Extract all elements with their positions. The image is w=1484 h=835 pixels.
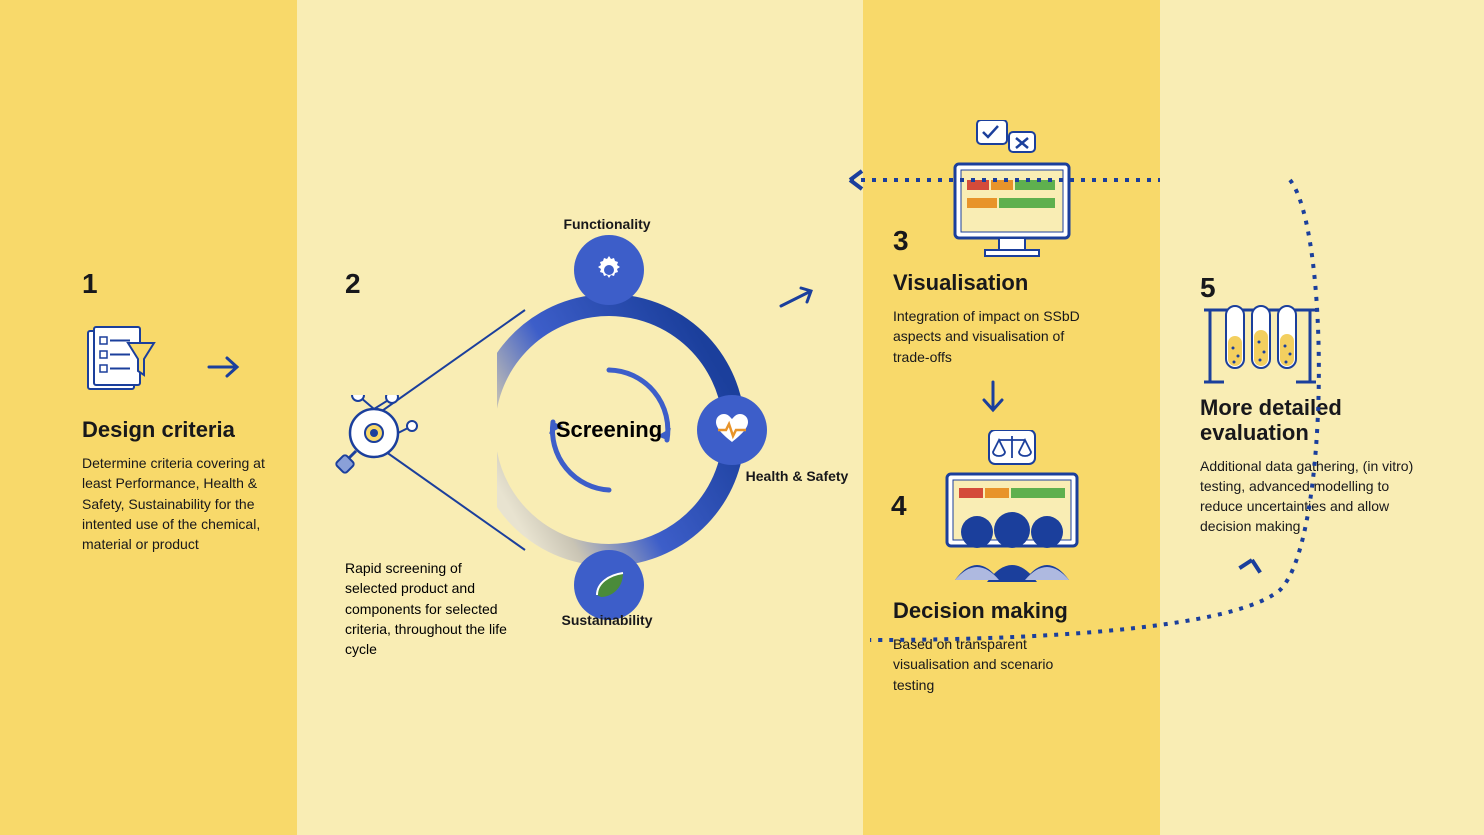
health-safety-label: Health & Safety — [737, 468, 857, 484]
sustainability-badge-icon — [574, 550, 644, 620]
doc-filter-icon — [82, 325, 160, 408]
column-step1: 1 Design criteria Determine criteria cov… — [0, 0, 297, 835]
sustainability-label: Sustainability — [557, 612, 657, 628]
step2-desc: Rapid screening of selected product and … — [345, 558, 515, 659]
column-step5: 5 More detailed evaluation Addition — [1160, 0, 1484, 835]
functionality-badge-icon — [574, 235, 644, 305]
screening-ring: Screening — [497, 210, 867, 635]
step1-number: 1 — [82, 268, 98, 300]
magnifier-molecule-icon — [332, 395, 422, 490]
step1-desc: Determine criteria covering at least Per… — [82, 453, 272, 554]
feedback-arrow-loop-icon — [860, 170, 1330, 650]
step1-title: Design criteria — [82, 417, 272, 443]
functionality-label: Functionality — [557, 216, 657, 232]
step1-text: Design criteria Determine criteria cover… — [82, 417, 272, 554]
arrow-2-to-3-icon — [777, 282, 821, 321]
screening-center-label: Screening — [497, 417, 721, 443]
arrow-1-to-2-icon — [205, 352, 245, 387]
column-step2: 2 Rapid screening of selected product an… — [297, 0, 863, 835]
health-safety-badge-icon — [697, 395, 767, 465]
step2-number: 2 — [345, 268, 361, 300]
